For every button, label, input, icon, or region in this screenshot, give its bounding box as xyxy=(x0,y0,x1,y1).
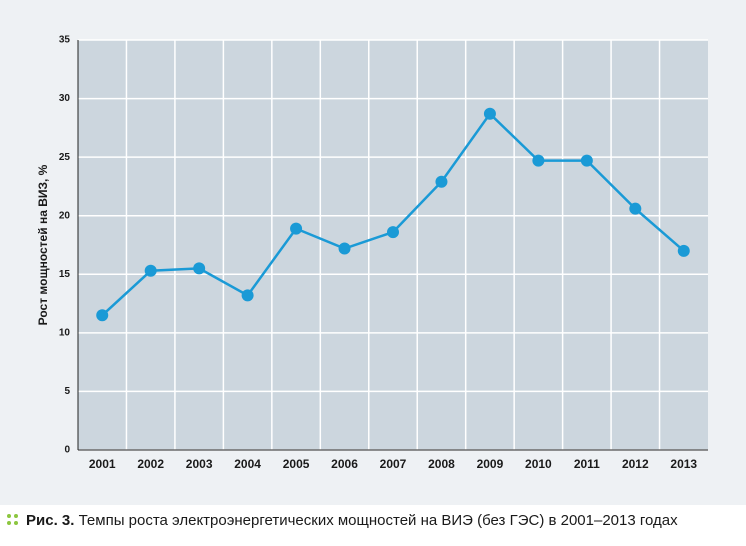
caption-label: Рис. 3. xyxy=(26,512,75,529)
x-tick-label: 2007 xyxy=(380,457,407,471)
x-tick-label: 2009 xyxy=(477,457,504,471)
point xyxy=(483,107,496,120)
x-tick-label: 2006 xyxy=(331,457,358,471)
x-tick-label: 2012 xyxy=(622,457,649,471)
point xyxy=(290,222,303,235)
y-axis-label: Рост мощностей на ВИЗ, % xyxy=(36,164,50,325)
x-tick-label: 2011 xyxy=(574,457,600,471)
y-tick-label: 0 xyxy=(64,445,70,456)
y-tick-label: 5 xyxy=(64,386,70,397)
point xyxy=(629,202,642,215)
y-tick-label: 20 xyxy=(59,210,71,221)
y-tick-label: 30 xyxy=(59,93,71,104)
x-tick-label: 2005 xyxy=(283,457,310,471)
y-tick-label: 35 xyxy=(59,35,71,46)
caption-text: Темпы роста электроэнергетических мощнос… xyxy=(78,512,678,529)
x-tick-label: 2010 xyxy=(525,457,552,471)
point xyxy=(677,244,690,257)
point xyxy=(387,226,399,239)
x-tick-label: 2002 xyxy=(137,457,164,471)
y-tick-label: 10 xyxy=(59,327,71,338)
plot-area xyxy=(78,40,708,450)
point xyxy=(580,154,593,167)
y-tick-label: 15 xyxy=(59,269,71,280)
point xyxy=(144,264,157,277)
point xyxy=(435,175,448,188)
point xyxy=(338,242,351,255)
x-tick-label: 2001 xyxy=(89,457,116,471)
point xyxy=(193,262,206,275)
caption: Рис. 3. Темпы роста электроэнергетически… xyxy=(6,512,746,529)
caption-icon xyxy=(7,514,18,525)
x-tick-label: 2004 xyxy=(234,457,261,471)
x-tick-label: 2013 xyxy=(670,457,697,471)
point xyxy=(96,309,109,322)
x-tick-label: 2003 xyxy=(186,457,213,471)
y-tick-label: 25 xyxy=(59,152,71,163)
point xyxy=(241,289,254,302)
point xyxy=(532,154,545,167)
x-tick-label: 2008 xyxy=(428,457,455,471)
